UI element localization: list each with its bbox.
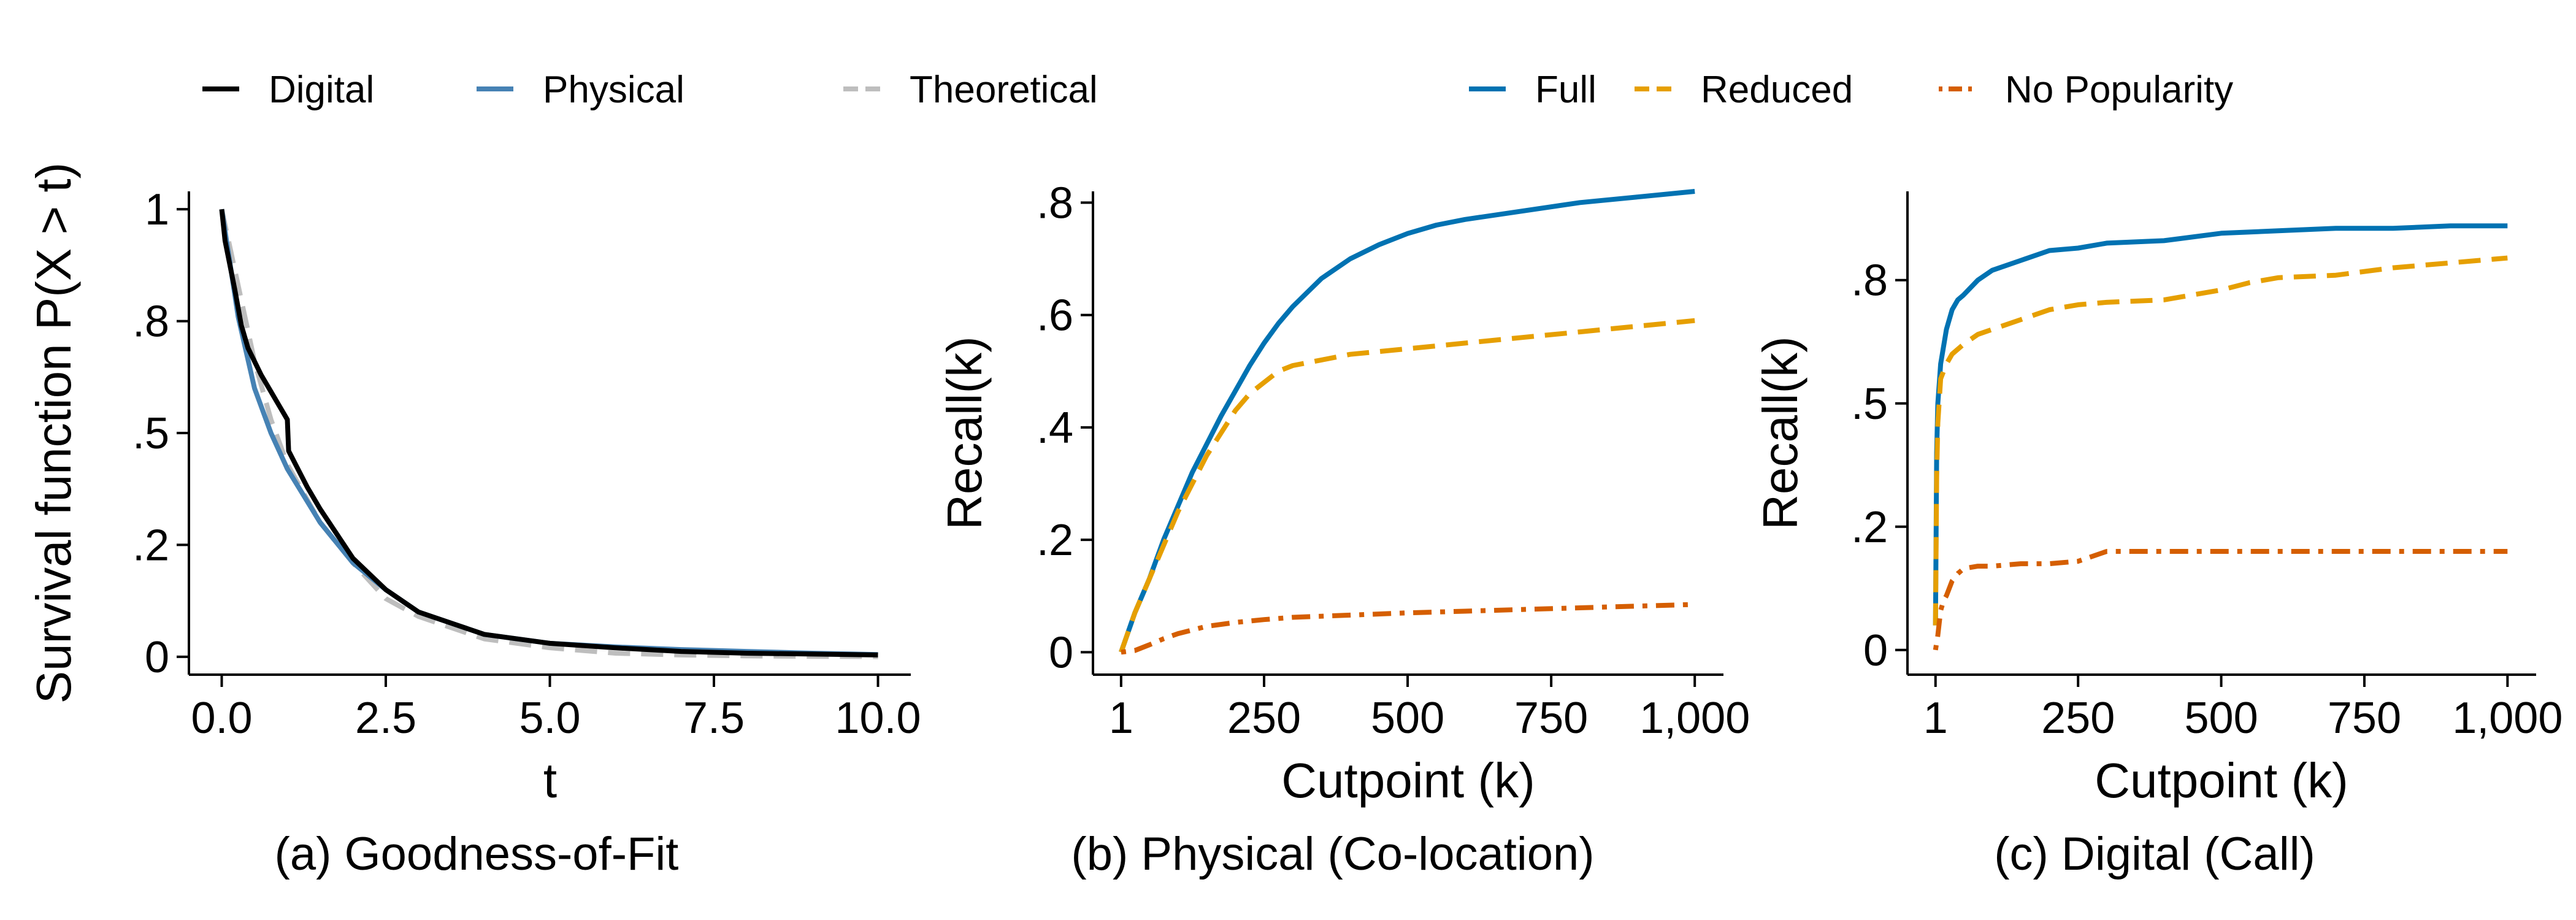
series-line-theoretical bbox=[219, 209, 878, 659]
legend-label: No Popularity bbox=[2005, 69, 2233, 111]
x-tick-label: 250 bbox=[1227, 694, 1301, 743]
y-tick-label: .8 bbox=[1851, 256, 1888, 305]
x-tick-label: 5.0 bbox=[519, 694, 580, 743]
y-tick-label: .2 bbox=[1037, 516, 1073, 565]
legend-2: Full Reduced No Popularity bbox=[1469, 69, 2233, 111]
x-tick-label: 2.5 bbox=[355, 694, 416, 743]
x-tick-label: 7.5 bbox=[683, 694, 745, 743]
x-tick-label: 250 bbox=[2041, 694, 2115, 743]
y-tick-label: 1 bbox=[145, 185, 169, 234]
x-axis-title: t bbox=[543, 753, 557, 808]
panel-caption: (a) Goodness-of-Fit bbox=[275, 828, 679, 880]
series-line-reduced bbox=[1933, 255, 2508, 626]
y-tick-label: .5 bbox=[1851, 380, 1888, 429]
legend-label: Reduced bbox=[1701, 69, 1853, 111]
x-tick-label: 1 bbox=[1109, 694, 1133, 743]
x-tick-label: 750 bbox=[1514, 694, 1588, 743]
legend-1: Digital Physical Theoretical bbox=[202, 69, 1098, 111]
x-tick-label: 500 bbox=[1371, 694, 1444, 743]
x-tick-label: 500 bbox=[2184, 694, 2258, 743]
series-line-reduced bbox=[1119, 318, 1695, 653]
series-line-full bbox=[1933, 223, 2508, 626]
y-tick-label: .6 bbox=[1037, 291, 1073, 340]
legend-label: Theoretical bbox=[910, 69, 1098, 111]
x-tick-label: 1,000 bbox=[1639, 694, 1750, 743]
y-axis-title: Survival function P(X > t) bbox=[26, 163, 81, 704]
y-tick-label: .2 bbox=[132, 521, 169, 570]
y-tick-label: 0 bbox=[145, 633, 169, 682]
legend-label: Full bbox=[1535, 69, 1597, 111]
x-tick-label: 750 bbox=[2328, 694, 2401, 743]
panel-caption: (c) Digital (Call) bbox=[1994, 828, 2315, 880]
y-tick-label: 0 bbox=[1049, 628, 1073, 677]
chart-panel-a: 0.0 2.5 5.0 7.5 10.0 0 .2 .5 .8 1 t Survival functi… bbox=[26, 163, 921, 880]
legend-label: Physical bbox=[543, 69, 684, 111]
x-tick-label: 0.0 bbox=[191, 694, 252, 743]
x-axis-title: Cutpoint (k) bbox=[2095, 753, 2348, 808]
series-line-no-popularity bbox=[1933, 549, 2508, 651]
series-line-no-popularity bbox=[1121, 602, 1695, 655]
x-tick-label: 1,000 bbox=[2452, 694, 2563, 743]
y-axis-title: Recall(k) bbox=[937, 336, 992, 530]
y-tick-label: 0 bbox=[1863, 626, 1888, 675]
y-tick-label: .4 bbox=[1037, 404, 1073, 453]
series-line-digital bbox=[219, 209, 878, 657]
series-line-physical bbox=[219, 209, 878, 657]
x-tick-label: 1 bbox=[1923, 694, 1948, 743]
y-axis-title: Recall(k) bbox=[1753, 336, 1807, 530]
x-axis-title: Cutpoint (k) bbox=[1281, 753, 1535, 808]
chart-panel-c: 1 250 500 750 1,000 0 .2 .5 .8 Cutpoint (k) Recall… bbox=[1753, 191, 2563, 880]
y-tick-label: .8 bbox=[1037, 178, 1073, 228]
y-tick-label: .8 bbox=[132, 297, 169, 347]
y-tick-label: .2 bbox=[1851, 503, 1888, 552]
panel-caption: (b) Physical (Co-location) bbox=[1071, 828, 1594, 880]
legend-label: Digital bbox=[269, 69, 374, 111]
y-tick-label: .5 bbox=[132, 409, 169, 458]
series-line-full bbox=[1119, 189, 1695, 653]
x-tick-label: 10.0 bbox=[835, 694, 921, 743]
chart-panel-b: 1 250 500 750 1,000 0 .2 .4 .6 .8 Cutpoint (k) Reca… bbox=[937, 178, 1750, 880]
